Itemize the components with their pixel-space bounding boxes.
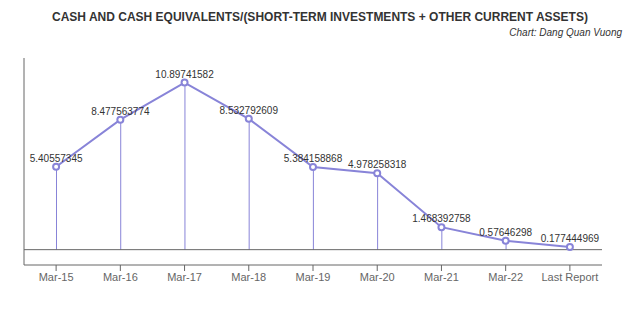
- svg-text:Mar-22: Mar-22: [488, 271, 523, 283]
- svg-text:Mar-20: Mar-20: [360, 271, 395, 283]
- svg-text:Mar-15: Mar-15: [39, 271, 74, 283]
- svg-text:0.57646298: 0.57646298: [479, 227, 532, 238]
- svg-text:Mar-18: Mar-18: [231, 271, 266, 283]
- svg-text:8.477563774: 8.477563774: [91, 106, 150, 117]
- svg-text:5.40557345: 5.40557345: [30, 153, 83, 164]
- svg-text:Mar-21: Mar-21: [424, 271, 459, 283]
- svg-text:5.384158868: 5.384158868: [284, 153, 343, 164]
- svg-text:4.978258318: 4.978258318: [348, 159, 407, 170]
- svg-text:0.177444969: 0.177444969: [541, 233, 600, 244]
- svg-text:Mar-16: Mar-16: [103, 271, 138, 283]
- svg-text:10.89741582: 10.89741582: [155, 69, 214, 80]
- svg-text:Last Report: Last Report: [541, 271, 598, 283]
- svg-text:Mar-19: Mar-19: [296, 271, 331, 283]
- svg-text:8.532792609: 8.532792609: [220, 105, 279, 116]
- svg-text:1.468392758: 1.468392758: [412, 213, 471, 224]
- html-text:CASH AND CASH EQUIVALENTS/(SHO: CASH AND CASH EQUIVALENTS/(SHORT-TERM IN…: [52, 10, 588, 24]
- svg-text:Mar-17: Mar-17: [167, 271, 202, 283]
- html-text:Chart: Dang Quan Vuong: Chart: Dang Quan Vuong: [509, 27, 622, 38]
